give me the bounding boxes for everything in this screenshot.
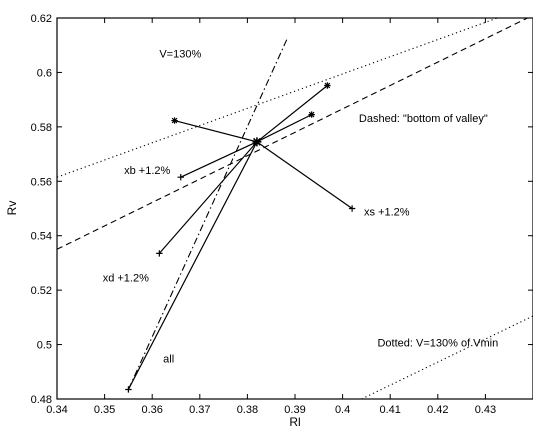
spoke-marker bbox=[348, 205, 356, 212]
spoke-marker bbox=[324, 82, 331, 89]
spoke-line bbox=[180, 141, 258, 178]
spoke-marker bbox=[177, 174, 184, 181]
spoke-line bbox=[158, 141, 258, 254]
dashed-line bbox=[57, 18, 529, 250]
spoke-marker bbox=[171, 117, 178, 124]
x-tick-label: 0.43 bbox=[475, 404, 496, 416]
spoke-line bbox=[256, 114, 312, 143]
axes-frame bbox=[56, 17, 533, 400]
x-tick-label: 0.37 bbox=[189, 404, 210, 416]
spoke-line bbox=[174, 120, 258, 143]
x-axis-label: Rl bbox=[289, 415, 300, 427]
annotation: all bbox=[163, 353, 174, 365]
x-tick-label: 0.35 bbox=[94, 404, 115, 416]
spoke-marker bbox=[156, 250, 163, 257]
annotation: xs +1.2% bbox=[364, 206, 410, 218]
y-tick-label: 0.6 bbox=[37, 67, 52, 79]
y-tick-label: 0.54 bbox=[31, 231, 52, 243]
dotted-line bbox=[57, 18, 498, 178]
spoke-line bbox=[256, 141, 353, 209]
spoke-marker bbox=[308, 111, 315, 118]
spoke-line bbox=[256, 85, 328, 143]
y-tick-label: 0.56 bbox=[31, 176, 52, 188]
x-tick-label: 0.38 bbox=[237, 404, 258, 416]
x-tick-label: 0.42 bbox=[427, 404, 448, 416]
reference-lines bbox=[57, 18, 533, 399]
y-tick-label: 0.5 bbox=[37, 340, 52, 352]
spoke-line bbox=[127, 141, 258, 390]
annotation: xd +1.2% bbox=[103, 272, 149, 284]
annotation: Dotted: V=130% of Vmin bbox=[377, 337, 498, 349]
center-marker bbox=[252, 137, 262, 147]
x-tick-label: 0.36 bbox=[141, 404, 162, 416]
annotations: V=130% Dashed: "bottom of valley" xb +1.2%… bbox=[103, 48, 499, 365]
x-tick-label: 0.39 bbox=[284, 404, 305, 416]
y-tick-label: 0.48 bbox=[31, 394, 52, 406]
y-tick-label: 0.52 bbox=[31, 285, 52, 297]
dashdot-line bbox=[127, 36, 289, 390]
dotted-line bbox=[361, 315, 533, 399]
spoke-marker bbox=[125, 386, 132, 393]
spokes bbox=[125, 82, 356, 393]
x-tick-label: 0.4 bbox=[335, 404, 350, 416]
y-tick-label: 0.62 bbox=[31, 13, 52, 25]
x-tick-label: 0.34 bbox=[46, 404, 67, 416]
annotation: V=130% bbox=[159, 48, 201, 60]
y-axis-label: Rv bbox=[5, 201, 19, 216]
x-tick-label: 0.41 bbox=[379, 404, 400, 416]
tick-group: 0.34 0.35 0.36 0.37 0.38 0.39 0.4 0.41 0.42 0.43 0… bbox=[31, 13, 533, 416]
annotation: Dashed: "bottom of valley" bbox=[359, 113, 488, 125]
y-tick-label: 0.58 bbox=[31, 122, 52, 134]
annotation: xb +1.2% bbox=[124, 165, 170, 177]
